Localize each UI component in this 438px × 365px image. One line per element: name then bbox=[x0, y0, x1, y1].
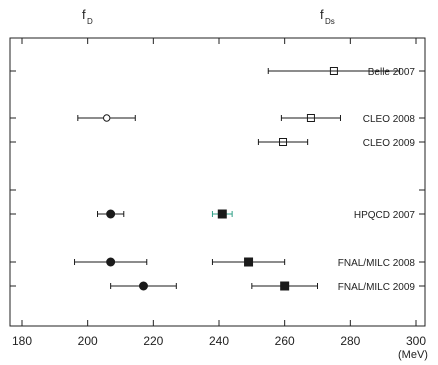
row-ticks bbox=[10, 70, 425, 287]
row-label: CLEO 2009 bbox=[363, 138, 416, 149]
row-label: Belle 2007 bbox=[368, 67, 416, 78]
header-fd-symbol: f bbox=[82, 7, 86, 22]
data-point-fDs bbox=[257, 138, 309, 146]
row-label: FNAL/MILC 2008 bbox=[338, 258, 416, 269]
x-tick-label: 300 bbox=[406, 334, 426, 348]
marker-filled-circle bbox=[106, 257, 116, 267]
row-label: HPQCD 2007 bbox=[354, 210, 416, 221]
data-point-fD bbox=[77, 114, 136, 122]
x-tick-label: 280 bbox=[340, 334, 360, 348]
data-point-fDs bbox=[211, 257, 286, 267]
data-point-fD bbox=[97, 209, 125, 219]
header-fd-subscript: D bbox=[87, 17, 93, 26]
plot-frame bbox=[9, 37, 426, 327]
marker-open-circle bbox=[103, 114, 111, 122]
marker-filled-circle bbox=[138, 281, 148, 291]
x-tick-label: 220 bbox=[143, 334, 163, 348]
x-tick-label: 200 bbox=[78, 334, 98, 348]
experiment-labels: Belle 2007 CLEO 2008 CLEO 2009 HPQCD 2007 FN… bbox=[338, 67, 416, 293]
header-fd: f D bbox=[82, 7, 93, 26]
row-label: FNAL/MILC 2009 bbox=[338, 282, 416, 293]
x-tick-label: 260 bbox=[275, 334, 295, 348]
data-point-fDs bbox=[251, 281, 318, 291]
header-fds-subscript: Ds bbox=[325, 17, 335, 26]
x-tick-label: 240 bbox=[209, 334, 229, 348]
x-tick-label: 180 bbox=[12, 334, 32, 348]
header-fds-symbol: f bbox=[320, 7, 324, 22]
data-points bbox=[74, 67, 401, 291]
header-fds: f Ds bbox=[320, 7, 335, 26]
x-unit-label: (MeV) bbox=[398, 349, 428, 361]
data-point-fDs bbox=[267, 67, 401, 75]
marker-filled-square bbox=[244, 257, 254, 267]
data-point-fDs bbox=[280, 114, 341, 122]
data-point-fD bbox=[110, 281, 177, 291]
marker-filled-square bbox=[280, 281, 290, 291]
marker-filled-square bbox=[217, 209, 227, 219]
x-tick-labels: 180 200 220 240 260 280 300 bbox=[12, 334, 426, 348]
marker-filled-circle bbox=[106, 209, 116, 219]
row-label: CLEO 2008 bbox=[363, 114, 416, 125]
axis-ticks bbox=[21, 38, 417, 326]
data-point-fD bbox=[74, 257, 148, 267]
data-point-fDs bbox=[211, 209, 233, 219]
